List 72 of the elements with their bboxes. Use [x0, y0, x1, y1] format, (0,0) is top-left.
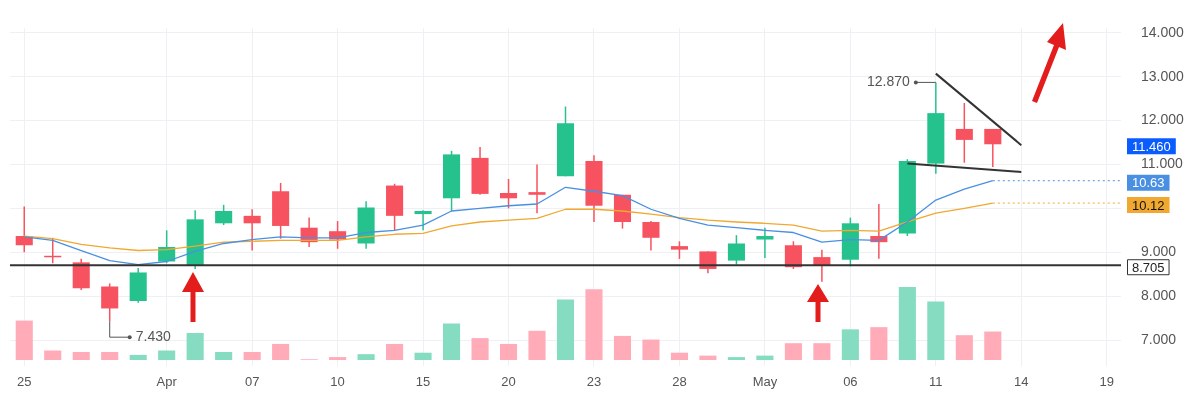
candlestick	[499, 178, 518, 210]
bar	[613, 335, 632, 360]
x-tick-label: 20	[501, 373, 516, 389]
bar	[870, 327, 888, 360]
bar	[670, 352, 688, 360]
bar	[186, 332, 204, 360]
bar	[101, 351, 119, 360]
bar	[44, 350, 62, 360]
candlestick	[984, 128, 1002, 168]
bar	[642, 339, 660, 360]
annotation: 7.430	[135, 328, 171, 345]
bar	[699, 355, 717, 360]
bar	[727, 357, 745, 360]
bar	[72, 351, 90, 360]
candlestick	[727, 234, 745, 266]
x-tick-label: 23	[586, 373, 602, 389]
text: 11.460	[1132, 138, 1171, 154]
bar	[585, 289, 603, 360]
data-label: 10.63	[1132, 175, 1165, 191]
bar	[841, 329, 859, 360]
bar	[414, 352, 432, 360]
x-tick-label: 11	[929, 373, 943, 389]
annotation: 12.870	[867, 73, 911, 90]
x-tick-label: 10	[330, 373, 345, 389]
bar	[813, 343, 831, 360]
bar	[158, 350, 176, 360]
y-tick-label: 8.000	[1141, 287, 1177, 304]
x-tick-label: 14	[1014, 373, 1029, 389]
candlestick	[528, 163, 546, 214]
bar	[499, 343, 518, 360]
bar	[528, 330, 546, 360]
bar	[243, 351, 261, 360]
x-tick-label: 15	[415, 373, 431, 389]
candlestick	[642, 220, 660, 252]
bar	[329, 357, 347, 360]
bar	[129, 354, 147, 360]
bar	[556, 299, 575, 360]
y-tick-label: 12.000	[1141, 111, 1185, 128]
bar	[927, 301, 945, 360]
bar	[272, 343, 290, 360]
bar	[15, 320, 33, 360]
x-tick-label: 19	[1099, 373, 1114, 389]
x-tick-label: Apr	[156, 373, 178, 389]
y-tick-label: 7.000	[1141, 330, 1177, 347]
candlestick	[243, 208, 261, 252]
x-tick-label: 07	[244, 373, 260, 389]
ref-line-label: 8.705	[1132, 259, 1165, 275]
candlestick	[756, 226, 774, 259]
candlestick	[101, 282, 119, 322]
bar	[443, 323, 461, 360]
bar	[357, 354, 375, 360]
y-tick-label: 13.000	[1141, 67, 1185, 84]
bar	[756, 355, 774, 360]
bar	[471, 338, 489, 360]
candlestick	[784, 240, 802, 270]
y-tick-label: 11.000	[1141, 155, 1183, 172]
candlestick	[215, 204, 233, 226]
candlestick	[414, 209, 432, 232]
bar	[215, 351, 233, 360]
y-tick-label: 14.000	[1141, 23, 1185, 40]
bar	[984, 331, 1002, 360]
data-label: 10.12	[1132, 197, 1165, 213]
bar	[898, 287, 916, 360]
bar	[386, 343, 404, 360]
x-tick-label: May	[752, 373, 778, 389]
y-tick-label: 9.000	[1141, 243, 1177, 260]
bar	[955, 335, 973, 360]
candlestick	[955, 102, 973, 164]
x-tick-label: 06	[843, 373, 858, 389]
x-tick-label: 28	[672, 373, 687, 389]
bar	[784, 343, 802, 360]
x-tick-label: 25	[17, 373, 32, 389]
